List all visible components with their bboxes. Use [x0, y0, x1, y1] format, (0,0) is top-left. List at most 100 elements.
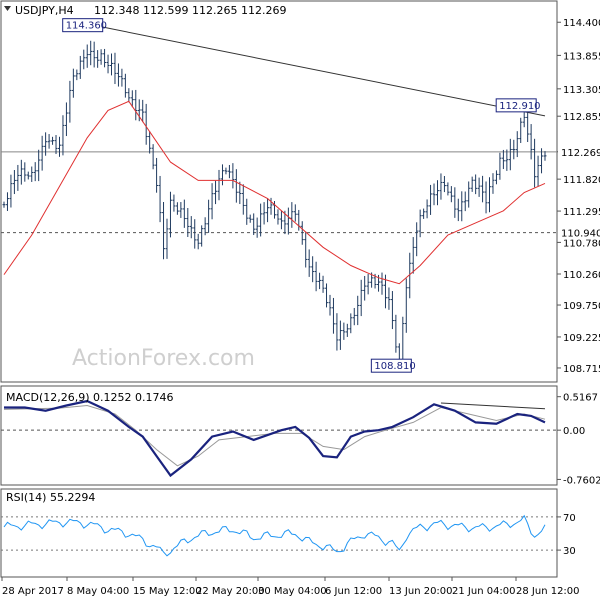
price-bar: [155, 157, 159, 193]
x-tick-label: 28 Jun 12:00: [516, 586, 580, 597]
price-bar: [488, 177, 492, 213]
price-y-tick-label: 113.305: [563, 85, 600, 96]
macd-label: MACD(12,26,9) 0.1252 0.1746: [6, 391, 174, 404]
price-bar: [543, 151, 547, 161]
price-bar: [345, 323, 349, 337]
price-bar: [321, 275, 325, 293]
price-annotation-label: 112.910: [499, 101, 540, 112]
price-bar: [186, 208, 190, 237]
macd-panel: 0.5167 0.00 -0.7602 MACD(12,26,9) 0.1252 0…: [0, 385, 600, 486]
price-bar: [130, 90, 134, 108]
instrument-label: USDJPY,H4: [15, 4, 74, 17]
watermark: ActionForex.com: [72, 346, 255, 371]
price-bar: [179, 202, 183, 218]
price-bar: [44, 132, 48, 156]
price-annotation-box: [495, 98, 537, 113]
price-panel: ActionForex.com 114.400 113.855 113.305 112…: [0, 0, 600, 383]
price-bar: [394, 314, 398, 353]
price-bar: [103, 48, 107, 68]
price-bar: [234, 169, 238, 203]
price-bar: [5, 192, 9, 211]
price-bar: [245, 198, 249, 225]
x-tick-label: 30 May 04:00: [258, 586, 327, 597]
price-bar: [279, 210, 283, 230]
price-bar: [241, 184, 245, 215]
price-bar: [123, 73, 127, 98]
price-bar: [148, 131, 152, 154]
price-bar: [207, 199, 211, 233]
price-bar: [266, 198, 270, 223]
price-bar: [23, 162, 27, 182]
price-annotation-label: 108.810: [374, 361, 415, 372]
macd-y-tick-label: -0.7602: [563, 475, 600, 486]
price-bar: [40, 135, 44, 171]
price-bar: [314, 261, 318, 292]
price-bar: [446, 182, 450, 196]
price-bar: [259, 203, 263, 237]
price-bar: [283, 210, 287, 235]
x-tick-label: 28 Apr 2017: [2, 586, 64, 597]
price-bar: [338, 320, 342, 350]
price-bar: [540, 148, 544, 174]
price-bar: [460, 191, 464, 222]
price-bar: [33, 162, 37, 182]
price-bar: [515, 131, 519, 158]
price-bar: [380, 272, 384, 295]
price-bar: [442, 175, 446, 193]
price-bar: [54, 135, 58, 155]
price-bar: [9, 174, 13, 208]
price-bar: [335, 313, 339, 351]
price-bar: [89, 40, 93, 66]
price-bar: [134, 89, 138, 121]
macd-y-tick-label: 0.5167: [563, 393, 598, 404]
price-annotation-box: [62, 18, 104, 33]
rsi-label: RSI(14) 55.2294: [6, 491, 95, 504]
price-bar: [137, 99, 141, 122]
moving-average-line: [3, 100, 546, 285]
price-y-tick-label: 111.820: [563, 175, 600, 186]
price-bar: [262, 202, 266, 225]
price-annotations: 114.360 108.810 112.910: [62, 18, 541, 373]
price-bar: [432, 183, 436, 206]
price-bar: [217, 169, 221, 201]
price-bar: [352, 307, 356, 326]
price-bar: [508, 138, 512, 171]
price-bar: [408, 252, 412, 299]
rsi-y-tick-label: 70: [563, 513, 576, 524]
price-bar: [82, 49, 86, 70]
price-bar: [26, 171, 30, 180]
price-bar: [481, 175, 485, 203]
price-bar: [304, 231, 308, 268]
price-bar: [307, 249, 311, 277]
price-bar: [196, 233, 200, 250]
price-bar: [467, 181, 471, 208]
price-annotation: 108.810: [370, 358, 416, 373]
support-box: [558, 225, 600, 240]
price-bar: [214, 180, 218, 205]
price-bar: [505, 149, 509, 171]
x-tick-label: 21 Jun 04:00: [452, 586, 516, 597]
ohlc-values: 112.348 112.599 112.265 112.269: [94, 4, 286, 17]
price-bar: [61, 115, 65, 156]
price-annotation: 112.910: [495, 98, 541, 113]
price-bar: [248, 214, 252, 223]
price-bar: [366, 274, 370, 295]
price-y-tick-label: 111.295: [563, 207, 600, 218]
price-bar: [92, 41, 96, 68]
price-bar: [252, 213, 256, 236]
price-bar: [359, 279, 363, 317]
price-bar: [238, 181, 242, 205]
price-bar: [19, 159, 23, 185]
macd-divergence-line: [440, 402, 546, 410]
price-y-tick-label: 113.855: [563, 51, 600, 62]
price-y-tick-label: 109.225: [563, 333, 600, 344]
x-tick-label: 15 May 12:00: [133, 586, 202, 597]
price-bar: [276, 209, 280, 225]
price-bar: [342, 322, 346, 340]
rsi-y-axis: 70 30: [557, 513, 576, 557]
price-bar: [2, 201, 6, 208]
price-bar: [456, 198, 460, 222]
price-bar: [494, 170, 498, 185]
price-bar: [453, 187, 457, 218]
